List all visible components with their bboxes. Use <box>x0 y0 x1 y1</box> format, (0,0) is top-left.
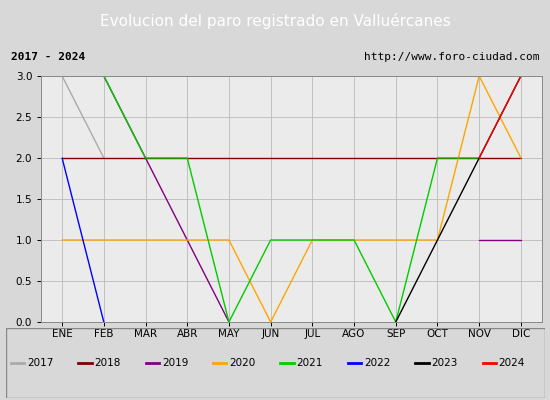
Text: 2017: 2017 <box>27 358 53 368</box>
Text: 2024: 2024 <box>499 358 525 368</box>
Text: 2020: 2020 <box>229 358 255 368</box>
Text: 2019: 2019 <box>162 358 188 368</box>
Text: 2023: 2023 <box>431 358 458 368</box>
Text: 2022: 2022 <box>364 358 390 368</box>
Text: http://www.foro-ciudad.com: http://www.foro-ciudad.com <box>364 52 539 62</box>
Text: 2018: 2018 <box>95 358 121 368</box>
Text: Evolucion del paro registrado en Valluércanes: Evolucion del paro registrado en Valluér… <box>100 13 450 29</box>
Text: 2021: 2021 <box>296 358 323 368</box>
Text: 2017 - 2024: 2017 - 2024 <box>11 52 85 62</box>
